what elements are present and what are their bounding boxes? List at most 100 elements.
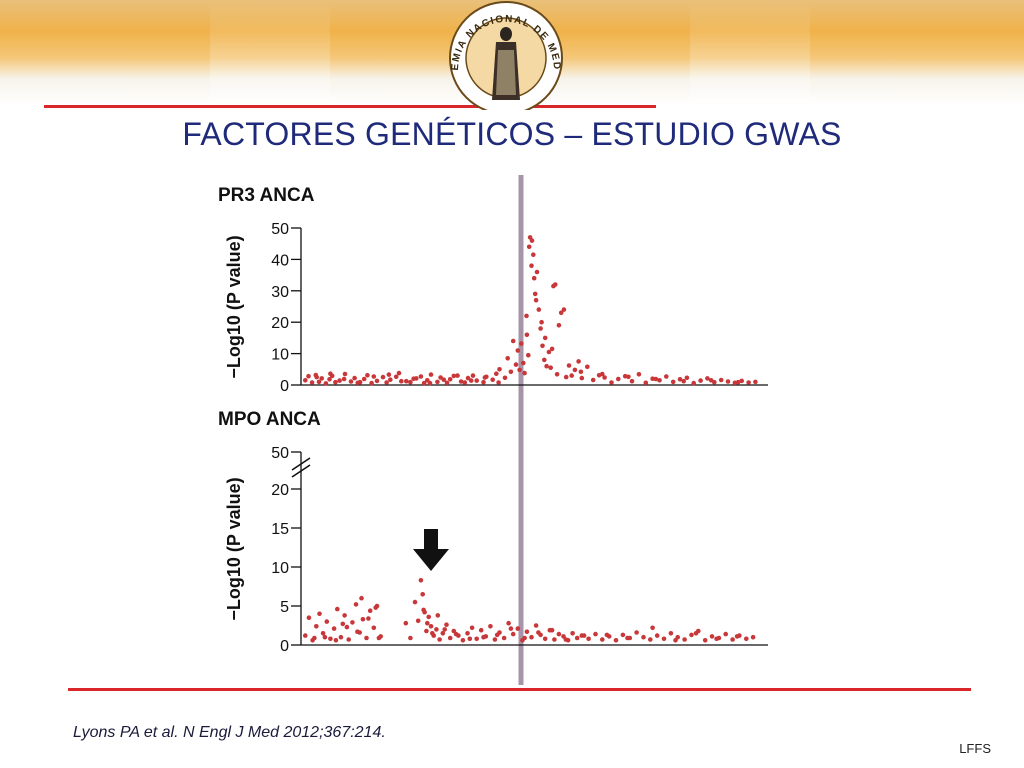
data-point bbox=[558, 310, 564, 316]
data-point bbox=[342, 371, 348, 377]
data-point bbox=[629, 378, 635, 384]
data-point bbox=[708, 378, 714, 383]
data-point bbox=[524, 313, 529, 319]
data-point bbox=[746, 380, 751, 385]
data-point bbox=[702, 638, 708, 643]
data-point bbox=[460, 638, 466, 643]
data-point bbox=[331, 626, 337, 631]
data-point bbox=[357, 379, 363, 385]
data-point bbox=[319, 376, 325, 381]
data-point bbox=[376, 635, 382, 641]
data-point bbox=[613, 638, 619, 643]
data-point bbox=[309, 380, 315, 385]
data-point bbox=[515, 348, 521, 353]
data-point bbox=[497, 367, 502, 372]
data-point bbox=[355, 629, 360, 634]
data-point bbox=[350, 620, 355, 625]
data-point bbox=[600, 637, 605, 642]
data-point bbox=[540, 343, 545, 349]
panel-title-mpo: MPO ANCA bbox=[218, 409, 321, 430]
data-point bbox=[468, 378, 474, 383]
data-point bbox=[531, 252, 536, 257]
data-point bbox=[529, 238, 535, 243]
data-point bbox=[335, 606, 340, 612]
data-point bbox=[531, 275, 537, 281]
data-point bbox=[572, 367, 578, 373]
data-point bbox=[529, 263, 534, 269]
data-point bbox=[470, 373, 476, 378]
data-point bbox=[552, 637, 557, 642]
data-point bbox=[361, 376, 367, 382]
data-point bbox=[367, 608, 373, 613]
data-point bbox=[333, 638, 339, 643]
data-point bbox=[323, 381, 329, 386]
data-point bbox=[435, 613, 441, 618]
data-point bbox=[453, 631, 459, 637]
axis-break-mark bbox=[291, 464, 311, 478]
data-point bbox=[490, 377, 496, 383]
data-point bbox=[553, 282, 558, 287]
data-point bbox=[426, 614, 432, 620]
data-point bbox=[620, 632, 626, 638]
data-point bbox=[425, 620, 430, 626]
data-point bbox=[399, 378, 404, 384]
data-point bbox=[366, 616, 371, 621]
data-point bbox=[524, 629, 530, 634]
data-point bbox=[306, 373, 311, 379]
data-point bbox=[360, 617, 366, 622]
citation: Lyons PA et al. N Engl J Med 2012;367:21… bbox=[73, 724, 386, 741]
data-point bbox=[462, 380, 468, 385]
y-tick-label: 10 bbox=[271, 347, 289, 364]
data-point bbox=[380, 374, 386, 380]
data-point bbox=[506, 620, 511, 626]
data-point bbox=[604, 632, 610, 638]
data-point bbox=[539, 319, 544, 325]
data-point bbox=[524, 332, 530, 338]
data-point bbox=[600, 371, 605, 377]
data-point bbox=[303, 378, 308, 383]
data-point bbox=[341, 376, 347, 382]
data-point bbox=[346, 637, 352, 642]
data-point bbox=[408, 635, 413, 641]
data-point bbox=[579, 375, 585, 381]
data-point bbox=[718, 377, 724, 383]
data-point bbox=[529, 634, 534, 640]
y-tick-label: 50 bbox=[271, 445, 289, 462]
data-point bbox=[442, 627, 448, 632]
data-point bbox=[626, 374, 631, 380]
data-point bbox=[513, 362, 519, 367]
data-point bbox=[434, 627, 439, 632]
data-point bbox=[542, 335, 548, 341]
data-point bbox=[517, 367, 522, 373]
data-point bbox=[590, 377, 596, 383]
data-point bbox=[465, 631, 470, 636]
data-point bbox=[570, 631, 575, 636]
data-point bbox=[549, 346, 555, 352]
data-point bbox=[505, 356, 511, 361]
data-point bbox=[428, 372, 434, 377]
data-point bbox=[337, 378, 342, 383]
data-point bbox=[427, 380, 433, 386]
data-point bbox=[412, 599, 418, 605]
data-point bbox=[314, 374, 320, 380]
data-point bbox=[510, 338, 516, 344]
data-point bbox=[474, 378, 480, 383]
data-point bbox=[643, 380, 649, 386]
data-point bbox=[364, 635, 369, 641]
data-point bbox=[348, 379, 354, 384]
y-tick-label: 10 bbox=[271, 560, 289, 577]
data-point bbox=[481, 634, 486, 640]
data-point bbox=[538, 326, 543, 331]
data-point bbox=[388, 377, 393, 383]
data-point bbox=[533, 623, 539, 628]
data-point bbox=[371, 374, 377, 379]
axis-break-mark bbox=[291, 457, 311, 471]
banner-decoration bbox=[690, 0, 810, 105]
data-point bbox=[705, 376, 710, 381]
data-point bbox=[709, 634, 715, 639]
data-point bbox=[444, 622, 449, 627]
y-tick-label: 20 bbox=[271, 315, 289, 332]
data-point bbox=[677, 377, 683, 382]
data-point bbox=[684, 375, 690, 381]
data-point bbox=[536, 630, 541, 635]
